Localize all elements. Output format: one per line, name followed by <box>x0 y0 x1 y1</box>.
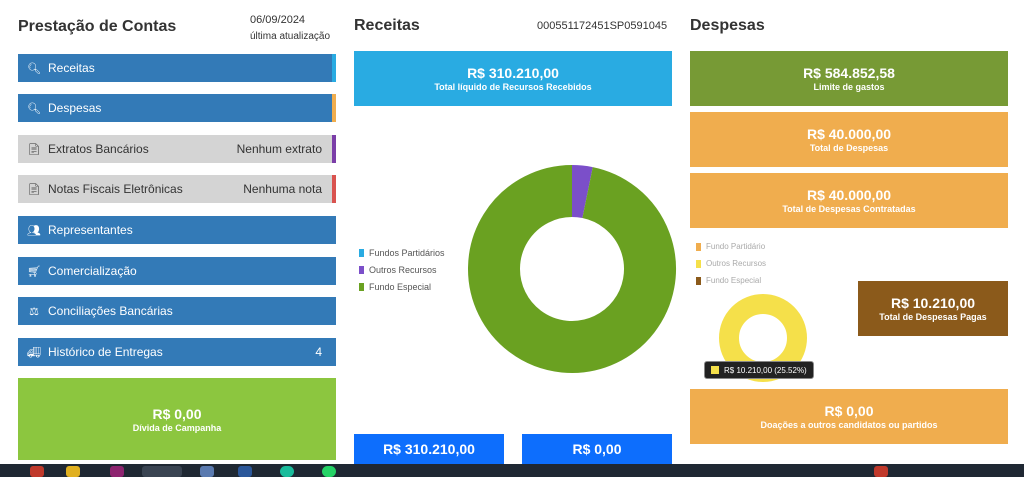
contracted-value: R$ 40.000,00 <box>806 187 892 203</box>
app-icon[interactable] <box>200 466 214 477</box>
app-icon[interactable] <box>874 466 888 477</box>
menu-representantes[interactable]: 👥︎ Representantes <box>18 216 336 244</box>
slice-fundo-especial[interactable] <box>468 165 676 373</box>
menu-right-text: Nenhuma nota <box>243 182 322 196</box>
menu-historico[interactable]: 🚚︎ Histórico de Entregas 4 <box>18 338 336 366</box>
total-despesas-card: R$ 40.000,00 Total de Despesas <box>690 112 1008 167</box>
menu-right-text: Nenhum extrato <box>236 142 322 156</box>
paid-value: R$ 10.210,00 <box>890 295 976 311</box>
donations-label: Doações a outros candidatos ou partidos <box>760 420 938 430</box>
receitas-legend: Fundos Partidários Outros Recursos Fundo… <box>359 244 445 295</box>
total-despesas-value: R$ 40.000,00 <box>806 126 892 142</box>
debt-card: R$ 0,00 Dívida de Campanha <box>18 378 336 460</box>
document-icon: 📄︎ <box>27 143 41 156</box>
whatsapp-icon[interactable] <box>322 466 336 477</box>
limit-card: R$ 584.852,58 Limite de gastos <box>690 51 1008 106</box>
receitas-bottom-card-1: R$ 310.210,00 <box>354 434 504 464</box>
legend-item: Outros Recursos <box>696 255 766 272</box>
folder-icon[interactable] <box>66 466 80 477</box>
document-icon: 📄︎ <box>27 183 41 196</box>
color-edge <box>332 175 336 203</box>
word-icon[interactable] <box>238 466 252 477</box>
menu-conciliacoes[interactable]: ⚖︎ Conciliações Bancárias <box>18 297 336 325</box>
debt-label: Dívida de Campanha <box>132 422 222 433</box>
receitas-total-value: R$ 310.210,00 <box>467 65 559 81</box>
color-edge <box>332 135 336 163</box>
browser-icon[interactable] <box>142 466 182 477</box>
page-title: Prestação de Contas <box>18 18 177 35</box>
menu-label: Notas Fiscais Eletrônicas <box>48 182 183 196</box>
menu-label: Conciliações Bancárias <box>48 304 173 318</box>
receitas-donut-chart <box>468 165 676 373</box>
menu-comercializacao[interactable]: 🛒︎ Comercialização <box>18 257 336 285</box>
despesas-legend: Fundo Partidário Outros Recursos Fundo E… <box>696 238 766 289</box>
menu-notas-fiscais[interactable]: 📄︎ Notas Fiscais Eletrônicas Nenhuma not… <box>18 175 336 203</box>
color-edge <box>332 54 336 82</box>
menu-label: Despesas <box>48 101 102 115</box>
tooltip-text: R$ 10.210,00 (25.52%) <box>724 365 807 375</box>
contracted-label: Total de Despesas Contratadas <box>782 204 916 214</box>
legend-item: Fundo Especial <box>696 272 766 289</box>
menu-label: Extratos Bancários <box>48 142 149 156</box>
contracted-card: R$ 40.000,00 Total de Despesas Contratad… <box>690 173 1008 228</box>
truck-icon: 🚚︎ <box>27 346 41 359</box>
limit-value: R$ 584.852,58 <box>803 65 895 81</box>
receitas-code: 000551172451SP0591045 <box>537 20 668 32</box>
legend-item: Fundo Especial <box>359 278 445 295</box>
legend-item: Fundos Partidários <box>359 244 445 261</box>
menu-count: 4 <box>315 345 322 359</box>
paid-label: Total de Despesas Pagas <box>879 312 987 322</box>
menu-receitas[interactable]: 🔍︎ Receitas <box>18 54 336 82</box>
receitas-title: Receitas <box>354 17 420 34</box>
chart-tooltip: R$ 10.210,00 (25.52%) <box>704 361 814 379</box>
despesas-title: Despesas <box>690 17 765 34</box>
app-icon[interactable] <box>30 466 44 477</box>
menu-label: Receitas <box>48 61 95 75</box>
menu-label: Histórico de Entregas <box>48 345 163 359</box>
app-icon[interactable] <box>110 466 124 477</box>
menu-despesas[interactable]: 🔍︎ Despesas <box>18 94 336 122</box>
slice-outros-recursos[interactable] <box>571 165 593 219</box>
app-icon[interactable] <box>280 466 294 477</box>
update-label: última atualização <box>250 31 331 42</box>
limit-label: Limite de gastos <box>813 82 885 92</box>
menu-label: Representantes <box>48 223 133 237</box>
paid-card: R$ 10.210,00 Total de Despesas Pagas <box>858 281 1008 336</box>
os-taskbar <box>0 464 1024 477</box>
donations-value: R$ 0,00 <box>824 403 874 419</box>
update-date: 06/09/2024 <box>250 14 306 26</box>
receitas-total-label: Total líquido de Recursos Recebidos <box>434 82 592 92</box>
search-icon: 🔍︎ <box>27 102 41 115</box>
cart-icon: 🛒︎ <box>27 265 41 278</box>
legend-item: Fundo Partidário <box>696 238 766 255</box>
menu-extratos[interactable]: 📄︎ Extratos Bancários Nenhum extrato <box>18 135 336 163</box>
legend-item: Outros Recursos <box>359 261 445 278</box>
users-icon: 👥︎ <box>27 224 41 237</box>
color-edge <box>332 94 336 122</box>
search-icon: 🔍︎ <box>27 62 41 75</box>
menu-label: Comercialização <box>48 264 137 278</box>
balance-icon: ⚖︎ <box>29 305 39 318</box>
receitas-bottom-card-2: R$ 0,00 <box>522 434 672 464</box>
receitas-bottom-value: R$ 310.210,00 <box>383 441 475 457</box>
total-despesas-label: Total de Despesas <box>809 143 889 153</box>
debt-value: R$ 0,00 <box>152 405 202 422</box>
receitas-bottom-value: R$ 0,00 <box>572 441 622 457</box>
donations-card: R$ 0,00 Doações a outros candidatos ou p… <box>690 389 1008 444</box>
tooltip-swatch <box>711 366 719 374</box>
receitas-total-card: R$ 310.210,00 Total líquido de Recursos … <box>354 51 672 106</box>
